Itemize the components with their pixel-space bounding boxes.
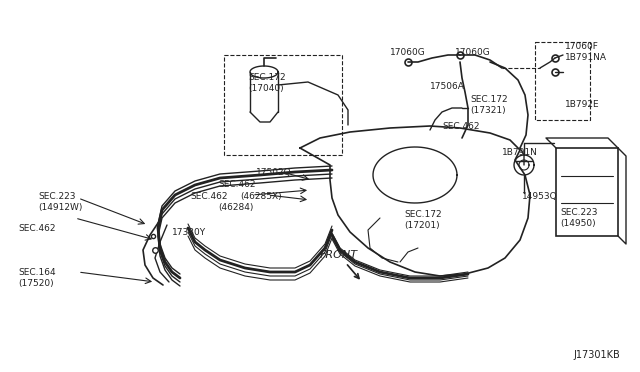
Text: (17201): (17201) [404, 221, 440, 230]
Text: 17330Y: 17330Y [172, 228, 206, 237]
Text: 14953Q: 14953Q [522, 192, 557, 201]
Text: SEC.172: SEC.172 [470, 95, 508, 104]
Text: SEC.172: SEC.172 [404, 210, 442, 219]
Text: SEC.164: SEC.164 [18, 268, 56, 277]
Text: (46284): (46284) [218, 203, 253, 212]
Text: 1B791NA: 1B791NA [565, 53, 607, 62]
Bar [224, 55, 342, 155]
Text: SEC.172: SEC.172 [248, 73, 285, 82]
Bar [556, 148, 618, 236]
Text: 17506A: 17506A [430, 82, 465, 91]
Text: (46285X): (46285X) [240, 192, 282, 201]
Text: 17502Q: 17502Q [256, 168, 292, 177]
Text: 1B791N: 1B791N [502, 148, 538, 157]
Text: SEC.462: SEC.462 [18, 224, 56, 233]
Text: FRONT: FRONT [320, 250, 359, 279]
Text: (14912W): (14912W) [38, 203, 83, 212]
Text: J17301KB: J17301KB [573, 350, 620, 360]
Text: 1B792E: 1B792E [565, 100, 600, 109]
Text: 17060F: 17060F [565, 42, 599, 51]
Text: SEC.462: SEC.462 [190, 192, 227, 201]
Bar [535, 42, 590, 120]
Text: SEC.223: SEC.223 [38, 192, 76, 201]
Text: SEC.462: SEC.462 [218, 180, 255, 189]
Text: SEC.223: SEC.223 [560, 208, 598, 217]
Text: (14950): (14950) [560, 219, 596, 228]
Text: (17040): (17040) [248, 84, 284, 93]
Text: 17060G: 17060G [455, 48, 491, 57]
Text: (17520): (17520) [18, 279, 54, 288]
Text: SEC.462: SEC.462 [442, 122, 479, 131]
Text: 17060G: 17060G [390, 48, 426, 57]
Text: (17321): (17321) [470, 106, 506, 115]
